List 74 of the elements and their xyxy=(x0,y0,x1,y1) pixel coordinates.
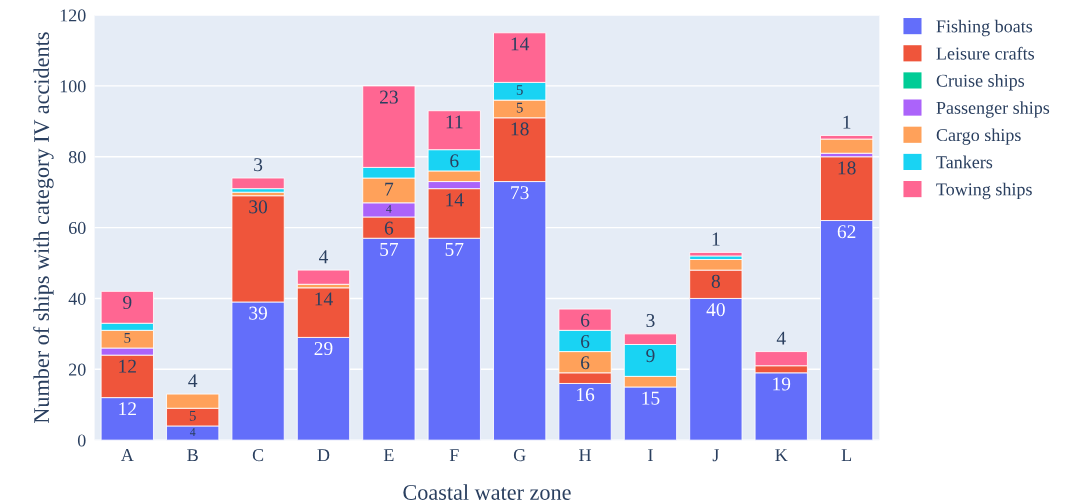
data-label: 3 xyxy=(254,158,263,172)
data-label: 12 xyxy=(119,359,136,373)
x-tick-label: C xyxy=(252,449,264,462)
data-label: 39 xyxy=(249,306,268,320)
legend-label: Cruise ships xyxy=(936,74,1025,91)
data-label: 7 xyxy=(385,182,394,196)
data-label: 6 xyxy=(384,221,394,235)
data-label: 8 xyxy=(711,274,720,288)
data-label: 57 xyxy=(380,242,399,256)
x-tick-label: E xyxy=(383,449,394,461)
x-tick-label: K xyxy=(775,449,788,461)
y-tick-label: 20 xyxy=(69,363,86,376)
x-tick-label: I xyxy=(648,449,653,461)
data-label: 15 xyxy=(642,391,660,405)
data-label: 5 xyxy=(189,410,196,421)
data-label: 1 xyxy=(843,115,851,129)
data-label: 9 xyxy=(123,295,132,310)
data-label: 5 xyxy=(516,85,523,95)
data-label: 30 xyxy=(249,200,268,214)
data-label: 6 xyxy=(581,313,590,327)
y-tick-label: 120 xyxy=(60,9,86,22)
data-label: 9 xyxy=(646,349,655,363)
legend-label: Leisure crafts xyxy=(936,46,1035,60)
data-label: 11 xyxy=(446,115,463,129)
data-label: 57 xyxy=(445,242,464,256)
data-label: 6 xyxy=(581,356,590,370)
bar xyxy=(231,177,285,190)
data-label: 3 xyxy=(646,314,655,328)
y-tick-label: 80 xyxy=(68,151,86,164)
data-label: 40 xyxy=(706,303,725,317)
data-label: 12 xyxy=(119,402,136,416)
x-tick-label: H xyxy=(579,449,592,461)
data-label: 6 xyxy=(450,154,459,168)
data-label: 18 xyxy=(511,122,529,136)
x-tick-label: B xyxy=(187,449,198,462)
bar xyxy=(296,269,351,285)
data-label: 14 xyxy=(315,292,333,306)
data-label: 4 xyxy=(776,331,786,345)
data-label: 6 xyxy=(581,334,590,349)
legend-label: Cargo ships xyxy=(936,128,1021,145)
y-axis-title: Number of ships with category IV accidents xyxy=(33,32,54,424)
x-tick-label: J xyxy=(712,449,719,462)
data-label: 4 xyxy=(386,204,392,213)
y-tick-label: 40 xyxy=(68,292,86,305)
data-label: 1 xyxy=(712,232,720,246)
data-label: 73 xyxy=(511,186,529,200)
data-label: 5 xyxy=(124,333,131,343)
data-label: 62 xyxy=(837,225,856,239)
x-tick-label: L xyxy=(841,449,852,461)
legend-label: Passenger ships xyxy=(936,101,1050,118)
data-label: 23 xyxy=(380,90,398,104)
data-label: 19 xyxy=(773,377,791,391)
legend-label: Fishing boats xyxy=(936,19,1033,37)
data-label: 4 xyxy=(189,428,196,436)
data-label: 14 xyxy=(446,193,464,207)
legend-label: Tankers xyxy=(936,155,993,169)
y-tick-label: 100 xyxy=(60,80,86,93)
legend-label: Towing ships xyxy=(936,182,1032,200)
x-tick-label: G xyxy=(513,449,526,462)
data-label: 14 xyxy=(511,37,530,51)
data-label: 5 xyxy=(516,102,523,113)
x-tick-label: F xyxy=(449,449,459,461)
bar xyxy=(689,251,743,257)
y-tick-label: 0 xyxy=(77,434,86,447)
data-label: 4 xyxy=(188,374,198,388)
data-label: 18 xyxy=(838,161,856,175)
bar xyxy=(820,138,874,154)
x-tick-label: D xyxy=(317,449,330,462)
x-axis-title: Coastal water zone xyxy=(403,484,571,500)
data-label: 29 xyxy=(314,342,333,356)
data-label: 16 xyxy=(577,388,595,402)
y-tick-label: 60 xyxy=(68,221,86,235)
x-tick-label: A xyxy=(120,449,134,461)
data-label: 4 xyxy=(319,250,329,264)
